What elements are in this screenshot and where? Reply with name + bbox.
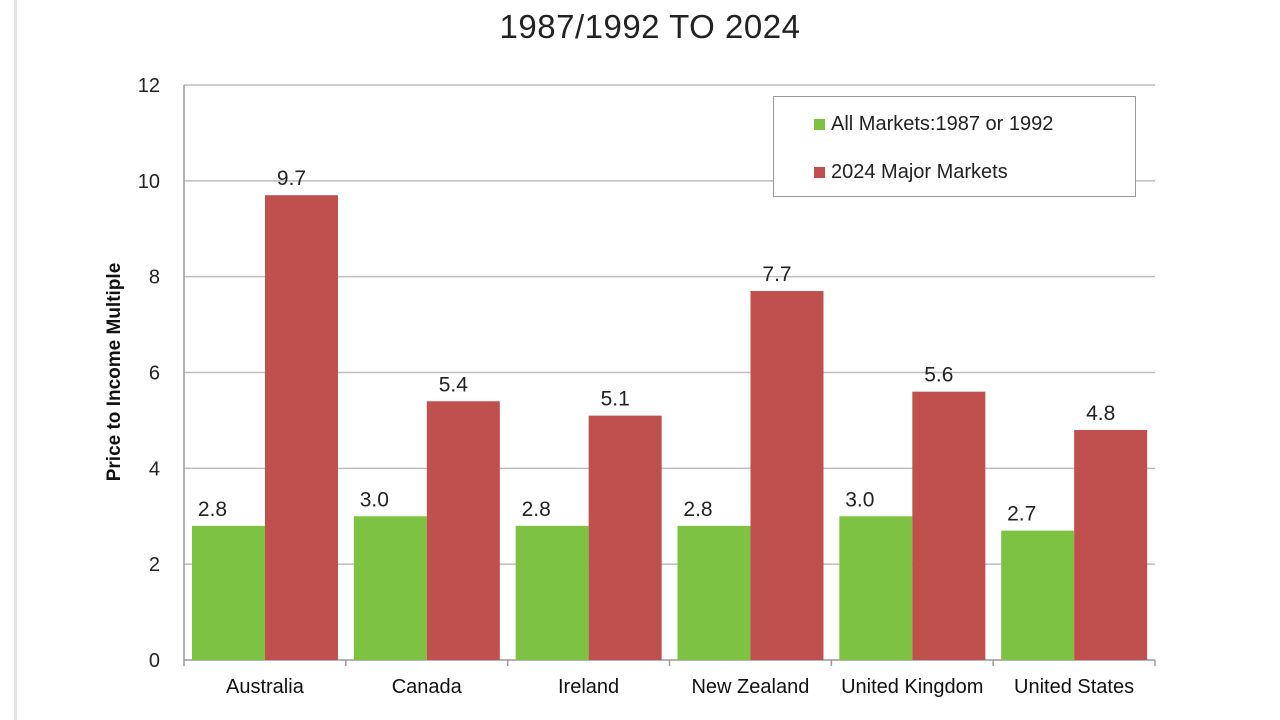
bar-united-kingdom-series-0 <box>839 516 913 660</box>
data-label-united-states-series-0: 2.7 <box>1007 503 1036 526</box>
data-label-new-zealand-series-0: 2.8 <box>683 498 712 521</box>
bar-ireland-series-0 <box>515 525 589 660</box>
y-tick-label-8: 8 <box>149 267 160 289</box>
data-label-australia-series-0: 2.8 <box>198 498 227 521</box>
chart-title: 1987/1992 TO 2024 <box>499 8 801 45</box>
data-label-canada-series-0: 3.0 <box>360 488 389 511</box>
x-tick-label-new-zealand: New Zealand <box>691 676 809 698</box>
bar-new-zealand-series-1 <box>750 291 824 660</box>
x-tick-label-ireland: Ireland <box>558 676 619 698</box>
y-tick-label-2: 2 <box>149 554 160 576</box>
legend-item-2024-markets: 2024 Major Markets <box>814 160 1008 184</box>
bar-australia-series-0 <box>192 525 265 660</box>
y-tick-label-6: 6 <box>149 363 160 385</box>
data-label-new-zealand-series-1: 7.7 <box>762 263 791 286</box>
y-tick-label-12: 12 <box>138 75 160 97</box>
y-tick-label-4: 4 <box>149 458 160 480</box>
data-label-ireland-series-0: 2.8 <box>522 498 551 521</box>
x-tick-label-australia: Australia <box>226 676 305 698</box>
data-label-united-kingdom-series-0: 3.0 <box>845 488 874 511</box>
x-tick-label-canada: Canada <box>392 676 463 698</box>
legend-label-2024-markets: 2024 Major Markets <box>831 160 1008 183</box>
data-label-ireland-series-1: 5.1 <box>601 388 630 411</box>
x-tick-label-united-states: United States <box>1014 676 1134 698</box>
data-label-canada-series-1: 5.4 <box>439 373 469 396</box>
bar-united-kingdom-series-1 <box>912 391 986 660</box>
legend-swatch-red <box>814 166 825 178</box>
bar-australia-series-1 <box>265 195 338 661</box>
y-tick-label-10: 10 <box>138 171 160 193</box>
chart-legend: All Markets:1987 or 1992 2024 Major Mark… <box>773 96 1136 197</box>
bar-canada-series-1 <box>426 401 500 660</box>
page-left-border <box>14 0 17 720</box>
bar-united-states-series-1 <box>1074 430 1148 660</box>
bar-new-zealand-series-0 <box>677 525 751 660</box>
legend-label-all-markets: All Markets:1987 or 1992 <box>831 112 1054 135</box>
bar-canada-series-0 <box>353 516 427 660</box>
bar-united-states-series-0 <box>1001 530 1075 660</box>
y-tick-label-0: 0 <box>149 650 160 672</box>
x-tick-label-united-kingdom: United Kingdom <box>841 676 983 698</box>
data-label-australia-series-1: 9.7 <box>277 167 306 190</box>
data-label-united-states-series-1: 4.8 <box>1086 402 1115 425</box>
data-label-united-kingdom-series-1: 5.6 <box>924 364 953 387</box>
legend-swatch-green <box>814 118 825 130</box>
bar-ireland-series-1 <box>588 415 662 660</box>
legend-item-all-markets: All Markets:1987 or 1992 <box>814 112 1053 136</box>
